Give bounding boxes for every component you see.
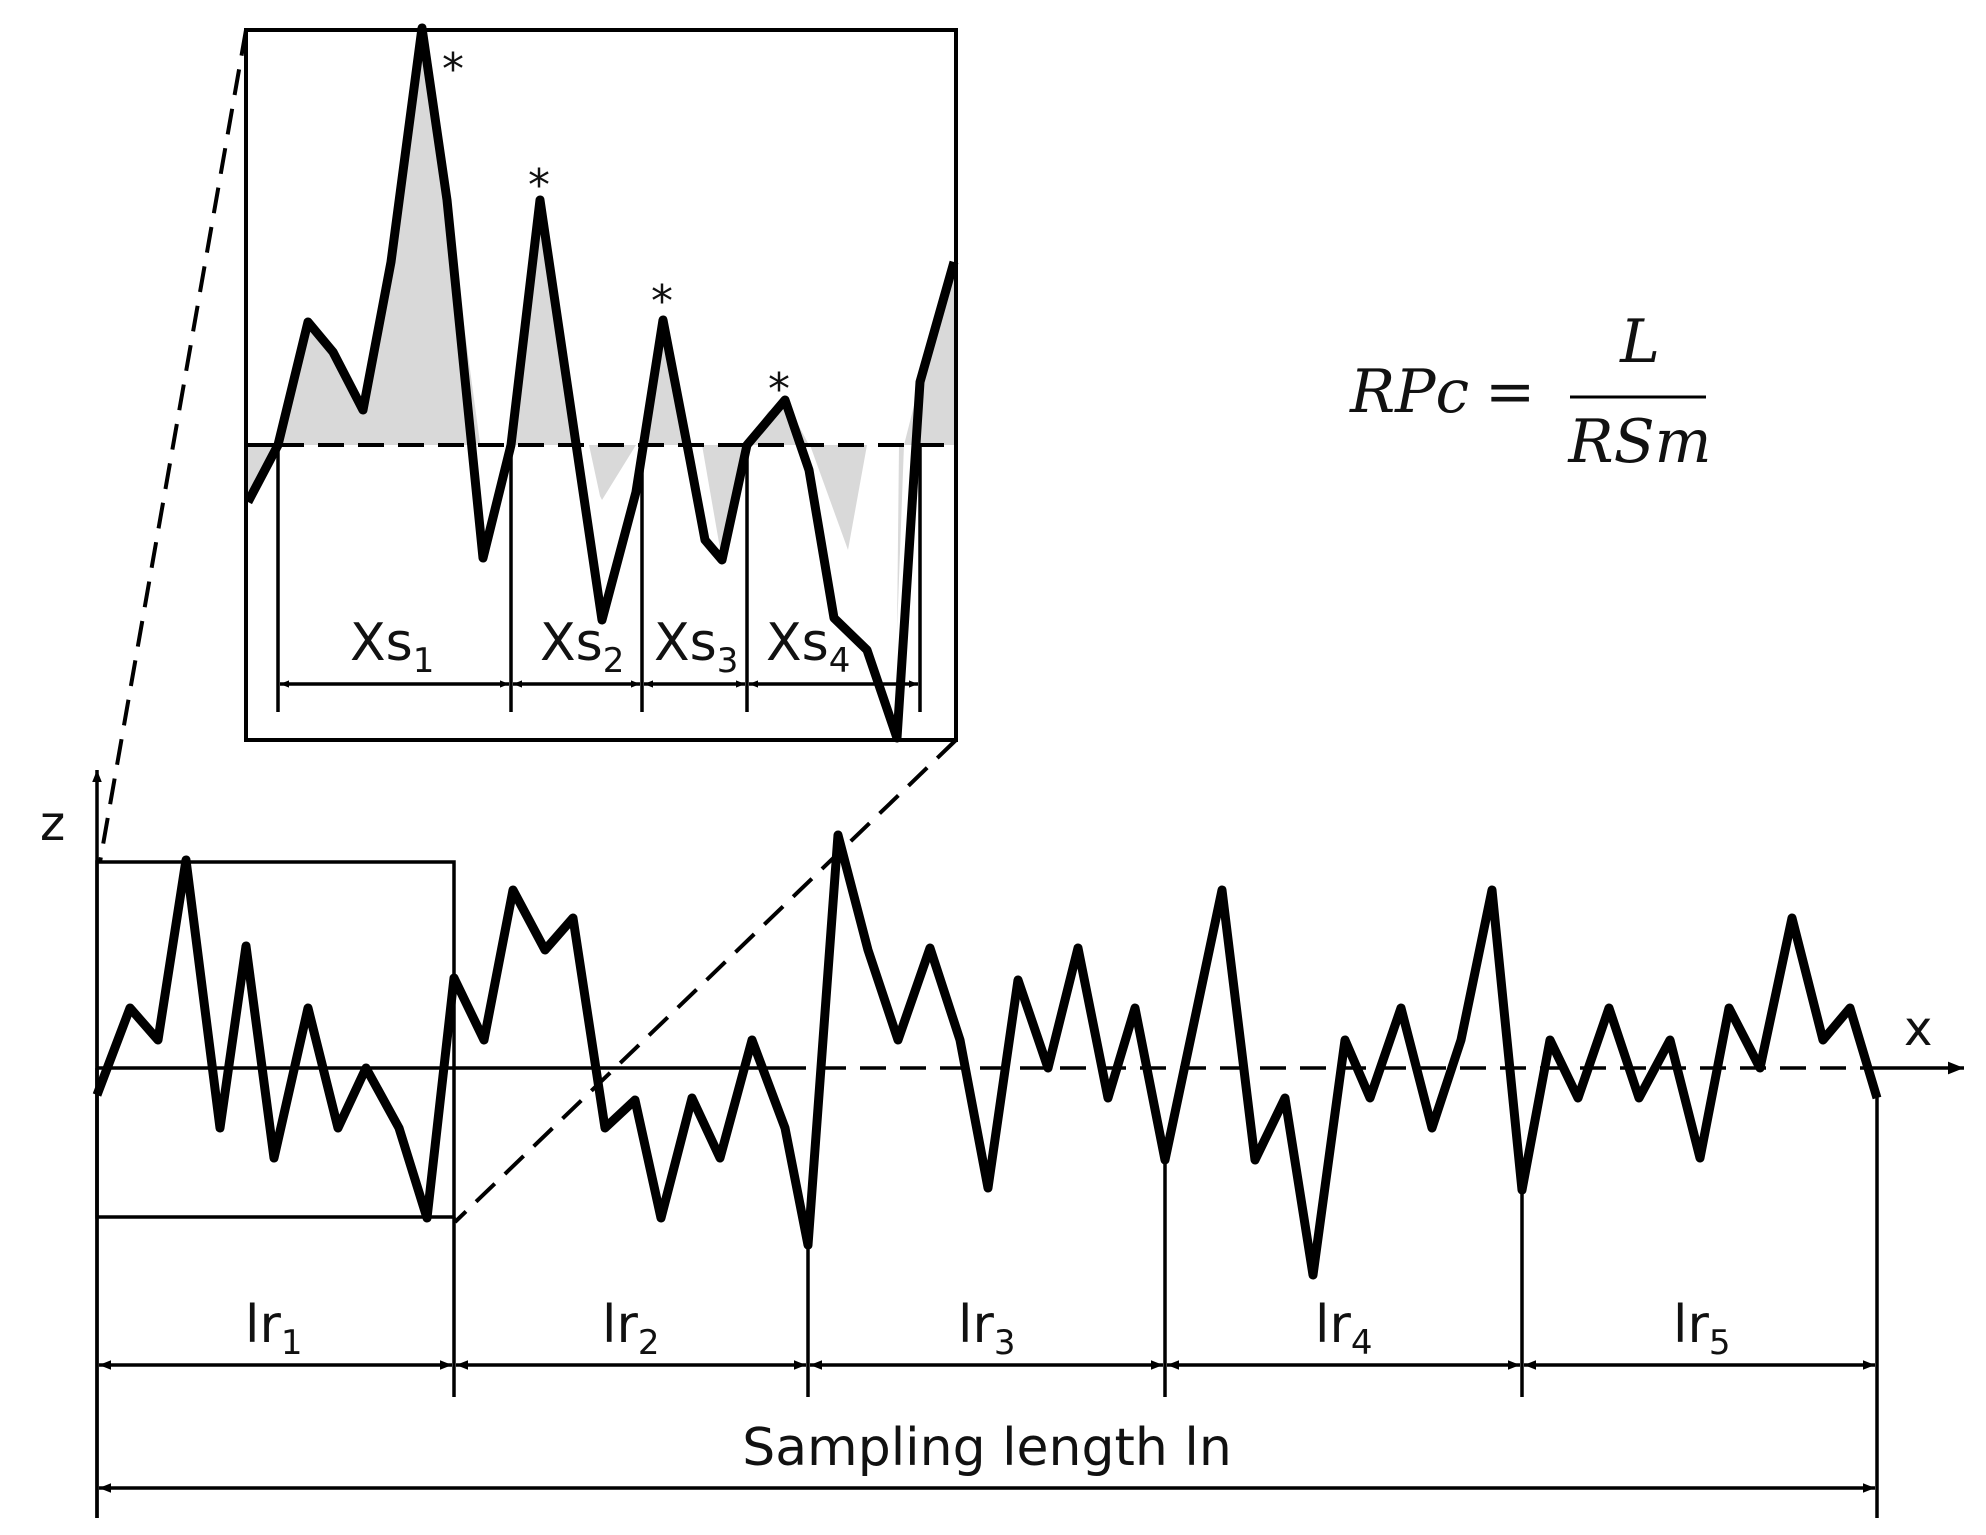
lr1-label: lr1 [245, 1295, 302, 1363]
segment-boundaries [95, 1068, 1879, 1518]
peak-marker-3: * [651, 276, 673, 327]
formula-denominator: RSm [1567, 407, 1711, 477]
magnified-region-box [95, 860, 456, 1219]
inset-profile-line [244, 23, 959, 743]
peak-marker-1: * [442, 44, 464, 95]
lr2-label: lr2 [602, 1295, 659, 1363]
formula-equals: = [1485, 357, 1535, 427]
xs4-label: Xs4 [766, 613, 850, 681]
inset-separators [276, 445, 922, 712]
formula-numerator: L [1619, 307, 1660, 377]
lr4-label: lr4 [1315, 1295, 1372, 1363]
inset-frame [244, 28, 958, 742]
peak-marker-2: * [528, 160, 550, 211]
z-axis-label: z [40, 796, 65, 852]
xs2-label: Xs2 [540, 613, 624, 681]
formula-lhs: RPc [1349, 357, 1469, 427]
zoom-inset: Xs1 Xs2 Xs3 Xs4 * * * * [244, 23, 959, 743]
total-length-label: Sampling length ln [742, 1418, 1232, 1478]
xs3-label: Xs3 [654, 613, 738, 681]
lr3-label: lr3 [958, 1295, 1015, 1363]
lr5-label: lr5 [1673, 1295, 1730, 1363]
rpc-formula: RPc = L RSm [1349, 307, 1712, 477]
main-profile-area: z x lr1 lr2 [40, 770, 1964, 1518]
xs1-label: Xs1 [350, 613, 434, 681]
shaded-profile-area [248, 28, 954, 632]
zoom-guide-lines [98, 29, 958, 1224]
x-axis-label: x [1904, 1001, 1932, 1057]
peak-marker-4: * [768, 364, 790, 415]
main-profile-line [92, 830, 1882, 1280]
